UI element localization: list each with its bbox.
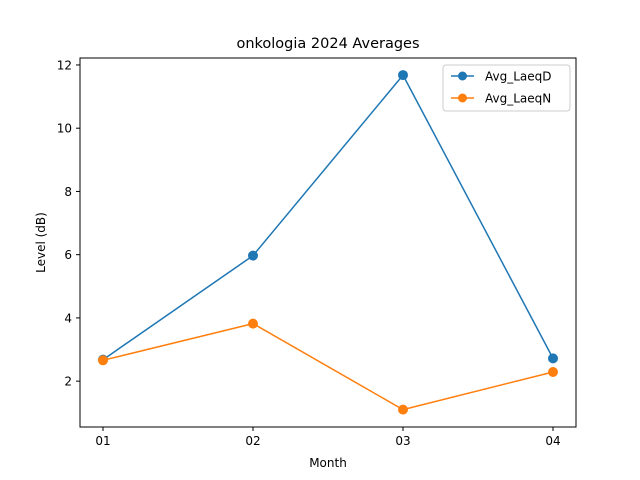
x-tick-label: 02 [245,434,260,448]
y-tick-label: 10 [57,122,72,136]
series-line-avg-laeqn [102,322,554,411]
data-point-avg-laeqd [248,250,258,261]
chart-title: onkologia 2024 Averages [236,36,419,52]
x-tick-label: 03 [395,434,410,448]
data-point-avg-laeqn [98,355,108,366]
legend-marker [458,71,467,81]
legend-label: Avg_LaeqN [485,92,551,106]
x-axis: 01 02 03 04 [95,427,561,448]
legend-box [442,64,571,112]
plot-area [80,58,576,427]
plot-frame [79,57,577,428]
legend-label: Avg_LaeqD [485,70,552,84]
legend-marker [458,93,467,103]
y-tick-label: 4 [64,311,72,325]
data-point-avg-laeqd [548,353,558,364]
legend: Avg_LaeqD Avg_LaeqN [442,64,571,112]
y-tick-label: 2 [64,375,72,389]
data-point-avg-laeqn [398,404,408,415]
data-point-avg-laeqn [248,318,258,329]
y-tick-label: 8 [64,185,72,199]
y-tick-label: 12 [57,58,72,72]
data-point-avg-laeqn [548,366,558,377]
y-tick-label: 6 [64,248,72,262]
x-axis-label: Month [309,456,347,470]
x-tick-label: 04 [545,434,560,448]
x-tick-label: 01 [95,434,110,448]
y-axis-label: Level (dB) [34,212,48,273]
data-point-avg-laeqd [398,70,408,81]
series-line-avg-laeqd [102,74,554,361]
series-layer [98,70,558,415]
y-axis: 2 4 6 8 10 12 [57,58,80,389]
